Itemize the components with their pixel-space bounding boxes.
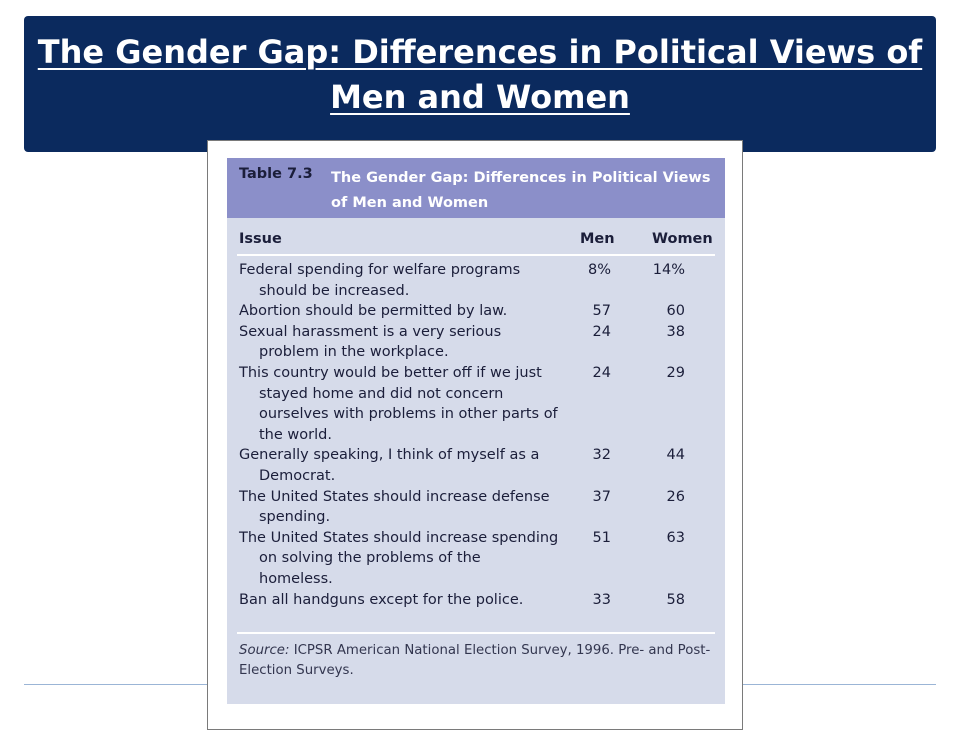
men-cell: 24 xyxy=(592,364,611,381)
source-text: ICPSR American National Election Survey,… xyxy=(239,643,711,678)
table-number: Table 7.3 xyxy=(239,166,313,182)
source-label: Source: xyxy=(239,643,290,658)
column-header-issue: Issue xyxy=(239,231,282,247)
men-cell: 57 xyxy=(592,303,611,320)
title-banner xyxy=(24,16,936,152)
table-row: Federal spending for welfare programs sh… xyxy=(227,260,725,301)
men-cell: 32 xyxy=(592,447,611,464)
issue-cell: Federal spending for welfare programs sh… xyxy=(239,262,521,299)
men-cell: 51 xyxy=(592,529,611,546)
women-cell: 63 xyxy=(666,529,685,546)
footer-rule xyxy=(237,632,715,634)
table-row: The United States should increase spendi… xyxy=(227,528,725,590)
women-cell: 60 xyxy=(666,303,685,320)
women-cell: 14% xyxy=(652,262,685,278)
women-cell: 29 xyxy=(666,364,685,381)
table-body: Federal spending for welfare programs sh… xyxy=(227,260,725,610)
table-source-note: Source: ICPSR American National Election… xyxy=(239,641,719,681)
issue-cell: Sexual harassment is a very serious prob… xyxy=(239,323,502,361)
table-row: Generally speaking, I think of myself as… xyxy=(227,445,725,486)
men-cell: 8% xyxy=(587,262,611,278)
men-cell: 24 xyxy=(592,323,611,340)
table-row: Ban all handguns except for the police. … xyxy=(227,590,725,611)
table-figure: Table 7.3 The Gender Gap: Differences in… xyxy=(207,140,743,730)
column-header-women: Women xyxy=(652,231,713,247)
table-row: The United States should increase defens… xyxy=(227,487,725,528)
table-panel: Table 7.3 The Gender Gap: Differences in… xyxy=(227,158,725,704)
issue-cell: The United States should increase spendi… xyxy=(239,529,559,587)
table-caption-bar: Table 7.3 The Gender Gap: Differences in… xyxy=(227,158,725,218)
issue-cell: Generally speaking, I think of myself as… xyxy=(239,447,540,484)
table-caption: The Gender Gap: Differences in Political… xyxy=(331,170,711,211)
table-row: Sexual harassment is a very serious prob… xyxy=(227,322,725,363)
table-row: This country would be better off if we j… xyxy=(227,363,725,445)
table-row: Abortion should be permitted by law. 57 … xyxy=(227,301,725,322)
men-cell: 37 xyxy=(592,488,611,505)
men-cell: 33 xyxy=(592,591,611,608)
women-cell: 58 xyxy=(666,591,685,608)
slide-title: The Gender Gap: Differences in Political… xyxy=(37,33,923,116)
women-cell: 38 xyxy=(666,323,685,340)
women-cell: 26 xyxy=(666,488,685,505)
issue-cell: The United States should increase defens… xyxy=(239,488,550,526)
column-header-men: Men xyxy=(580,231,615,247)
issue-cell: Abortion should be permitted by law. xyxy=(239,303,508,320)
women-cell: 44 xyxy=(666,447,685,464)
issue-cell: Ban all handguns except for the police. xyxy=(239,591,524,608)
header-rule xyxy=(237,254,715,256)
issue-cell: This country would be better off if we j… xyxy=(239,364,558,443)
